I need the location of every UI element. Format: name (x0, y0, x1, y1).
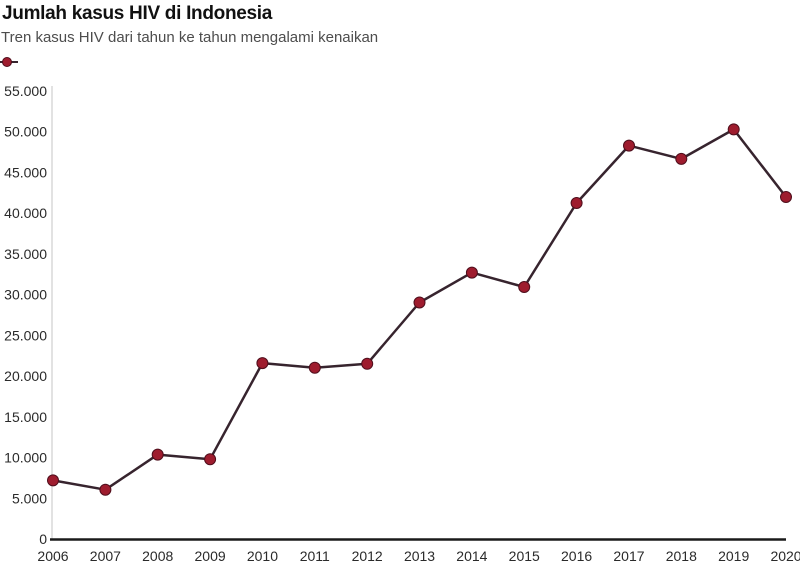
data-point-2013[interactable] (413, 296, 426, 309)
y-tick-label: 55.000 (4, 83, 47, 99)
chart-subtitle: Tren kasus HIV dari tahun ke tahun menga… (1, 29, 379, 46)
x-tick-label: 2009 (195, 548, 226, 564)
y-tick-label: 25.000 (4, 327, 47, 343)
x-tick-label: 2008 (142, 548, 173, 564)
data-point-2009[interactable] (204, 453, 217, 466)
data-point-2008[interactable] (151, 448, 164, 461)
x-tick-label: 2011 (300, 548, 330, 564)
x-tick-label: 2014 (456, 548, 487, 564)
data-point-2018[interactable] (675, 152, 688, 165)
y-tick-label: 20.000 (4, 368, 47, 384)
data-point-2010[interactable] (256, 357, 269, 370)
data-point-2015[interactable] (518, 281, 531, 293)
data-point-2006[interactable] (47, 474, 59, 487)
data-point-2020[interactable] (780, 191, 792, 203)
data-point-2016[interactable] (570, 197, 583, 209)
x-tick-label: 2012 (352, 548, 383, 564)
x-tick-label: 2020 (770, 548, 800, 564)
data-point-2012[interactable] (361, 357, 374, 370)
data-point-2011[interactable] (308, 361, 321, 374)
x-tick-label: 2016 (561, 548, 592, 564)
y-tick-label: 10.000 (4, 450, 47, 466)
y-tick-label: 30.000 (4, 287, 47, 303)
x-tick-label: 2006 (37, 548, 68, 564)
data-point-2014[interactable] (465, 266, 478, 279)
data-point-2019[interactable] (727, 123, 740, 136)
x-tick-label: 2007 (90, 548, 121, 564)
x-tick-label: 2013 (404, 548, 435, 564)
y-tick-label: 35.000 (4, 246, 47, 262)
y-tick-label: 15.000 (4, 409, 47, 425)
y-tick-label: 5.000 (12, 490, 47, 506)
y-tick-label: 40.000 (4, 205, 47, 221)
x-tick-label: 2015 (509, 548, 540, 564)
x-tick-label: 2017 (613, 548, 644, 564)
legend-marker-dot (2, 57, 12, 67)
x-tick-label: 2019 (718, 548, 749, 564)
x-tick-label: 2018 (666, 548, 697, 564)
y-tick-label: 45.000 (4, 164, 47, 180)
y-tick-label: 0 (39, 531, 47, 547)
data-point-2017[interactable] (623, 139, 635, 152)
trend-line (51, 128, 788, 491)
chart-title: Jumlah kasus HIV di Indonesia (2, 3, 273, 24)
y-tick-label: 50.000 (4, 124, 47, 140)
x-tick-label: 2010 (247, 548, 278, 564)
data-point-2007[interactable] (99, 483, 112, 496)
